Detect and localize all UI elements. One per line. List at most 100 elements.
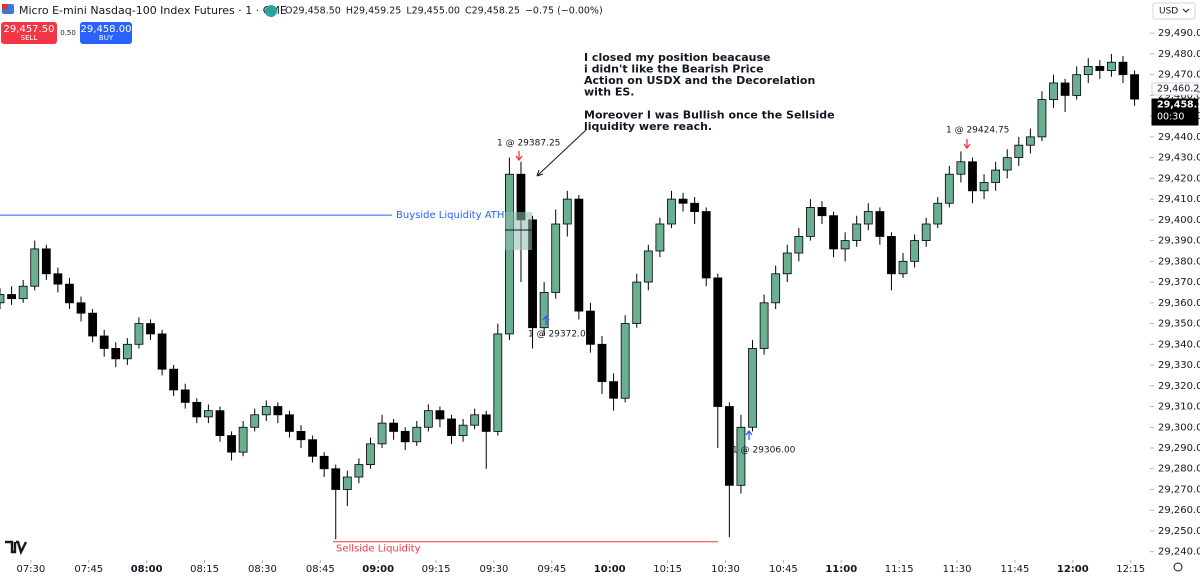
x-tick-label: 10:30 — [711, 564, 740, 575]
candle-body — [88, 312, 98, 337]
candle-body — [458, 424, 468, 436]
candle-body — [528, 219, 537, 329]
candle-body — [30, 248, 40, 287]
candle-body — [400, 431, 410, 443]
price-axis[interactable] — [1150, 0, 1200, 576]
candle-body — [910, 240, 919, 262]
candle-body — [956, 161, 966, 175]
candle-body — [863, 211, 873, 225]
candle-body — [180, 389, 190, 403]
buy-button[interactable] — [80, 22, 132, 44]
candle-body — [933, 202, 943, 225]
y-tick-label: 29,260.00 — [1158, 505, 1200, 516]
candle-body — [817, 207, 827, 217]
sell-button[interactable] — [1, 22, 57, 44]
candle-body — [423, 410, 433, 428]
candle-body — [157, 333, 167, 370]
y-tick-label: 29,390.00 — [1158, 236, 1200, 247]
price-tag — [1151, 98, 1199, 126]
candle-body — [597, 343, 607, 383]
note-line: liquidity were reach. — [584, 120, 712, 133]
candle-body — [887, 236, 896, 275]
candle-body — [7, 294, 16, 300]
x-tick-label: 07:45 — [74, 564, 103, 575]
symbol-flag-part — [2, 4, 8, 9]
candle-body — [852, 223, 862, 241]
candle-body — [794, 236, 804, 254]
candle-body — [748, 348, 757, 428]
candle-body — [1095, 65, 1105, 71]
ohlc-value: −0.75 (−0.00%) — [525, 6, 603, 17]
candle-body — [724, 406, 734, 486]
y-tick-label: 29,310.00 — [1158, 402, 1200, 413]
y-tick-label: 29,490.00 — [1158, 28, 1200, 39]
x-tick-label: 09:15 — [422, 564, 451, 575]
market-status[interactable] — [265, 5, 277, 17]
candle-body — [331, 468, 341, 490]
candle-body — [1118, 61, 1128, 76]
x-tick-label: 11:45 — [1001, 564, 1030, 575]
y-tick-label: 29,300.00 — [1158, 422, 1200, 433]
candle-body — [470, 414, 480, 426]
candle-body — [1130, 74, 1139, 100]
y-tick-label: 29,470.00 — [1158, 70, 1200, 81]
sell-price: 29,457.50 — [4, 24, 55, 35]
currency-select[interactable] — [1152, 2, 1196, 20]
candle-body — [169, 368, 179, 391]
x-tick-label: 11:00 — [825, 564, 857, 575]
candle-body — [678, 198, 688, 204]
candle-body — [551, 223, 561, 293]
candle-body — [1060, 82, 1070, 96]
candle-body — [643, 250, 653, 283]
logo[interactable] — [5, 540, 28, 556]
x-tick-label: 08:30 — [248, 564, 277, 575]
candle-body — [342, 476, 352, 490]
time-axis[interactable] — [0, 560, 1150, 576]
settings[interactable] — [1173, 562, 1183, 572]
candle-body — [53, 273, 63, 285]
candle-body — [921, 223, 931, 241]
y-tick-label: 29,370.00 — [1158, 277, 1200, 288]
candle-body — [412, 426, 422, 443]
candle-body — [944, 173, 954, 204]
y-tick-label: 29,360.00 — [1158, 298, 1200, 309]
y-tick-label: 29,460.00 — [1158, 90, 1200, 101]
plot-area: Buyside Liquidity ATH Sellside Liquidity — [0, 53, 1139, 555]
candle-body — [354, 464, 364, 478]
candle-body — [655, 223, 665, 252]
symbol-title[interactable]: Micro E-mini Nasdaq-100 Index Futures · … — [19, 4, 287, 17]
candle-body — [377, 422, 387, 445]
ohlc-value: C29,458.25 — [465, 6, 520, 17]
trade-label: 1 @ 29372.00 — [528, 330, 592, 340]
candle-body — [586, 310, 595, 345]
candle-body — [99, 335, 109, 349]
y-tick-label: 29,410.00 — [1158, 194, 1200, 205]
candle-body — [389, 422, 399, 432]
trade-label: 1 @ 29424.75 — [946, 126, 1009, 136]
x-tick-label: 08:45 — [306, 564, 335, 575]
price-tag — [1151, 82, 1199, 96]
y-tick-label: 29,480.00 — [1158, 49, 1200, 60]
note-arrowhead — [536, 169, 544, 177]
candle-body — [1049, 82, 1058, 100]
price-tag-label: 29,458.25 — [1157, 100, 1200, 111]
candle-body — [782, 252, 792, 275]
note-arrow — [536, 129, 587, 177]
trade-label: 1 @ 29306.00 — [732, 446, 796, 456]
axes: 29,240.00 29,250.00 29,260.00 29,270.00 29,2… — [16, 28, 1200, 575]
candle-body — [771, 273, 781, 304]
y-tick-label: 29,420.00 — [1158, 173, 1200, 184]
candle-body — [18, 285, 28, 300]
candle-body — [875, 211, 885, 237]
x-tick-label: 08:15 — [190, 564, 219, 575]
candle-body — [122, 343, 132, 360]
position-box[interactable] — [505, 212, 532, 250]
ohlc-value: H29,459.25 — [346, 6, 402, 17]
y-tick-label: 29,400.00 — [1158, 215, 1200, 226]
note-line: Action on USDX and the Decorelation — [584, 74, 815, 87]
y-tick-label: 29,250.00 — [1158, 526, 1200, 537]
candle-body — [203, 410, 213, 418]
candle-body — [308, 439, 317, 457]
candle-body — [829, 215, 838, 250]
